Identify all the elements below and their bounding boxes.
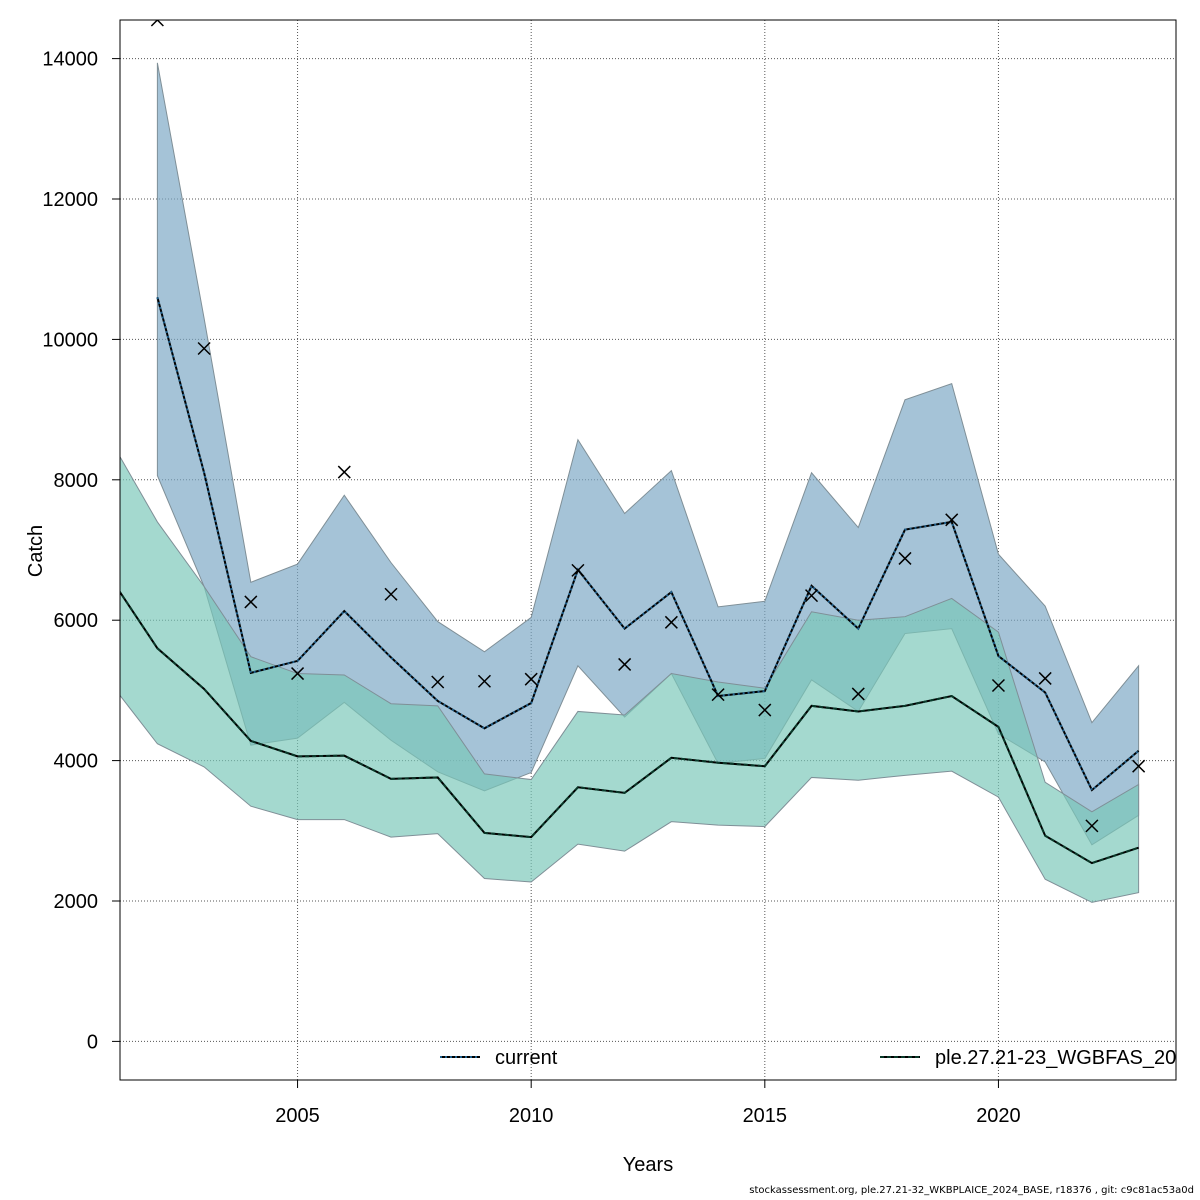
x-axis: 2005 2010 2015 2020 bbox=[275, 1080, 1021, 1127]
y-tick-label: 0 bbox=[87, 1031, 98, 1053]
observation-marker bbox=[711, 688, 725, 702]
legend-label-2: ple.27.21-23_WGBFAS_20 bbox=[935, 1047, 1176, 1069]
series-line-1 bbox=[156, 297, 1140, 792]
observation-marker bbox=[244, 595, 258, 609]
confidence-bands bbox=[120, 62, 1140, 903]
y-tick-label: 12000 bbox=[42, 189, 98, 211]
observation-markers bbox=[150, 20, 1146, 833]
legend: current ple.27.21-23_WGBFAS_20 bbox=[440, 1047, 1176, 1069]
observation-marker bbox=[1132, 759, 1146, 773]
observation-marker bbox=[197, 341, 211, 356]
observation-marker bbox=[337, 465, 351, 479]
plot-frame bbox=[119, 19, 1177, 1081]
observation-marker bbox=[1085, 819, 1099, 833]
y-tick-label: 14000 bbox=[42, 49, 98, 71]
observation-marker bbox=[150, 20, 164, 27]
observation-marker bbox=[618, 657, 632, 671]
y-axis: 0 2000 4000 6000 8000 10000 12000 14000 bbox=[42, 49, 120, 1053]
x-axis-label: Years bbox=[623, 1154, 673, 1176]
x-tick-label: 2010 bbox=[509, 1105, 554, 1127]
observation-marker bbox=[664, 615, 678, 629]
observation-marker bbox=[477, 674, 491, 688]
legend-label-1: current bbox=[495, 1047, 558, 1069]
observation-marker bbox=[945, 513, 959, 527]
y-tick-label: 2000 bbox=[54, 891, 99, 913]
y-tick-label: 8000 bbox=[54, 470, 99, 492]
series-line-2 bbox=[120, 590, 1139, 865]
observation-marker bbox=[758, 703, 772, 717]
y-axis-label: Catch bbox=[25, 525, 47, 577]
series-lines bbox=[120, 297, 1140, 865]
y-tick-label: 6000 bbox=[54, 610, 99, 632]
observation-marker bbox=[851, 687, 865, 701]
y-tick-label: 10000 bbox=[42, 329, 98, 351]
x-tick-label: 2015 bbox=[743, 1105, 788, 1127]
observation-marker bbox=[571, 563, 585, 577]
observation-marker bbox=[291, 667, 305, 681]
observation-marker bbox=[431, 675, 445, 689]
observation-marker bbox=[384, 587, 398, 601]
y-tick-label: 4000 bbox=[54, 751, 99, 773]
x-tick-label: 2005 bbox=[275, 1105, 320, 1127]
x-tick-label: 2020 bbox=[976, 1105, 1021, 1127]
observation-marker bbox=[898, 551, 912, 565]
observation-marker bbox=[524, 672, 538, 686]
confidence-band-2 bbox=[120, 455, 1140, 903]
observation-marker bbox=[805, 589, 819, 603]
observation-marker bbox=[1038, 671, 1052, 685]
observation-marker bbox=[991, 678, 1005, 693]
footer-note: stockassessment.org, ple.27.21-32_WKBPLA… bbox=[749, 1185, 1194, 1196]
